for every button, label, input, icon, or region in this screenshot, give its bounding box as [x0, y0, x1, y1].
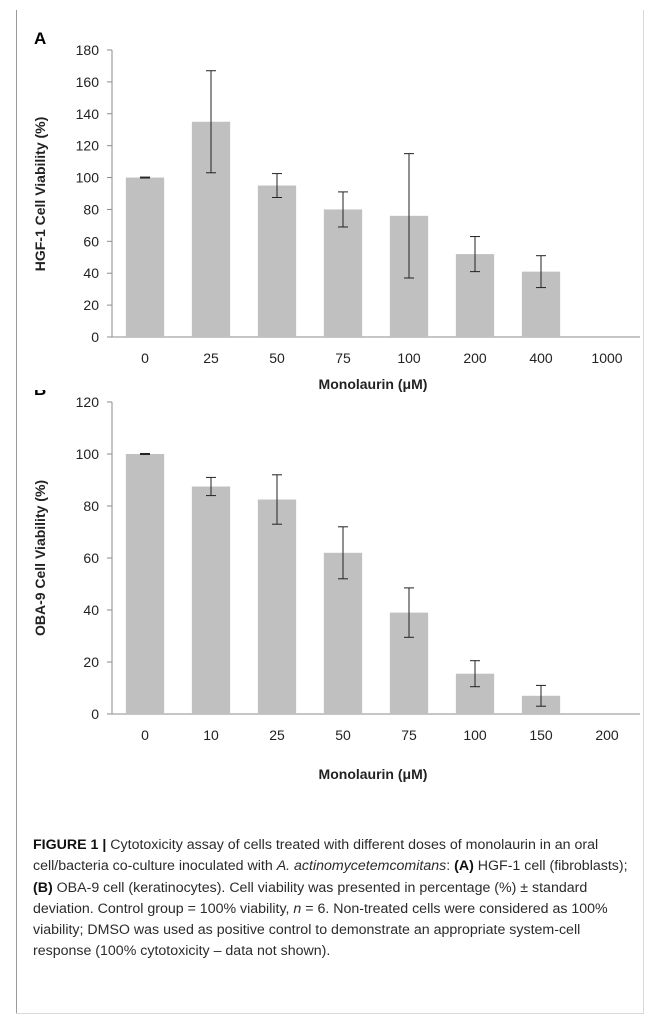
y-axis-title-b: OBA-9 Cell Viability (%)	[32, 480, 48, 636]
x-tick-label-b: 50	[335, 727, 351, 743]
x-tick-label-a: 200	[463, 350, 487, 366]
y-tick-label-b: 60	[83, 550, 99, 566]
x-tick-label-b: 200	[595, 727, 619, 743]
bar-b-25	[257, 499, 297, 714]
x-tick-label-b: 10	[203, 727, 219, 743]
y-tick-label-a: 60	[83, 233, 99, 249]
y-axis-title-a: HGF-1 Cell Viability (%)	[32, 117, 48, 272]
caption-text-1: Cytotoxicity assay of cells treated with…	[33, 837, 599, 875]
caption-text-2: :	[446, 858, 455, 875]
x-tick-label-b: 25	[269, 727, 285, 743]
x-tick-label-a: 1000	[591, 350, 622, 366]
plot-area-b: 0 20 40 60 80 100 120 0 10 25 50 75 100 150 200	[76, 394, 640, 743]
bar-b-10	[191, 486, 231, 714]
y-tick-label-b: 40	[83, 602, 99, 618]
x-tick-label-b: 100	[463, 727, 487, 743]
figure-frame	[16, 10, 644, 1014]
bar-a-75	[323, 209, 363, 337]
x-tick-label-b: 0	[141, 727, 149, 743]
caption-ref-b: (B)	[33, 879, 53, 896]
chart-panel-b: B 0 20 40 60 80 100 120 0 10 25 50 75 100 150 200 OBA-…	[32, 390, 640, 782]
bar-b-50	[323, 552, 363, 714]
y-tick-label-a: 160	[76, 74, 100, 90]
y-tick-label-a: 0	[91, 329, 99, 345]
y-tick-label-a: 100	[76, 170, 100, 186]
x-tick-label-b: 150	[529, 727, 553, 743]
y-tick-label-b: 100	[76, 446, 100, 462]
figure-caption: FIGURE 1 | Cytotoxicity assay of cells t…	[33, 835, 633, 963]
caption-ref-a: (A)	[454, 858, 474, 875]
y-tick-label-a: 20	[83, 297, 99, 313]
y-tick-label-a: 120	[76, 138, 100, 154]
x-tick-label-b: 75	[401, 727, 417, 743]
caption-label: FIGURE 1 |	[33, 837, 107, 853]
bar-b-0	[125, 454, 165, 714]
bar-a-0	[125, 177, 165, 337]
plot-area-a: 0 20 40 60 80 100 120 140 160 180 0 25 50 75 100 200 400…	[76, 42, 640, 366]
caption-species: A. actinomycetemcomitans	[276, 858, 447, 875]
x-tick-label-a: 50	[269, 350, 285, 366]
x-tick-label-a: 75	[335, 350, 351, 366]
y-tick-label-a: 180	[76, 42, 100, 58]
y-tick-label-b: 20	[83, 654, 99, 670]
caption-text-b: OBA-9 cell (keratinocytes). Cell viabili…	[33, 879, 588, 917]
x-axis-title-a: Monolaurin (μM)	[319, 376, 428, 392]
y-tick-label-a: 80	[83, 201, 99, 217]
y-tick-label-a: 40	[83, 265, 99, 281]
x-tick-label-a: 100	[397, 350, 421, 366]
panel-letter-b: B	[34, 390, 46, 399]
caption-text-a: HGF-1 cell (fibroblasts);	[473, 858, 628, 875]
y-tick-label-b: 0	[91, 706, 99, 722]
x-axis-title-b: Monolaurin (μM)	[319, 766, 428, 782]
x-tick-label-a: 25	[203, 350, 219, 366]
caption-text-3: = 6. Non-treated cells were considered a…	[33, 900, 608, 960]
bar-a-50	[257, 185, 297, 337]
x-tick-label-a: 0	[141, 350, 149, 366]
caption-n-variable: n	[293, 900, 302, 917]
x-tick-label-a: 400	[529, 350, 553, 366]
chart-panel-a: A 0 20 40 60 80 100 120 140 160 180 0 25 50 75 100 200 4…	[32, 29, 640, 392]
y-tick-label-b: 80	[83, 498, 99, 514]
y-tick-label-a: 140	[76, 106, 100, 122]
y-tick-label-b: 120	[76, 394, 100, 410]
panel-letter-a: A	[34, 29, 46, 48]
